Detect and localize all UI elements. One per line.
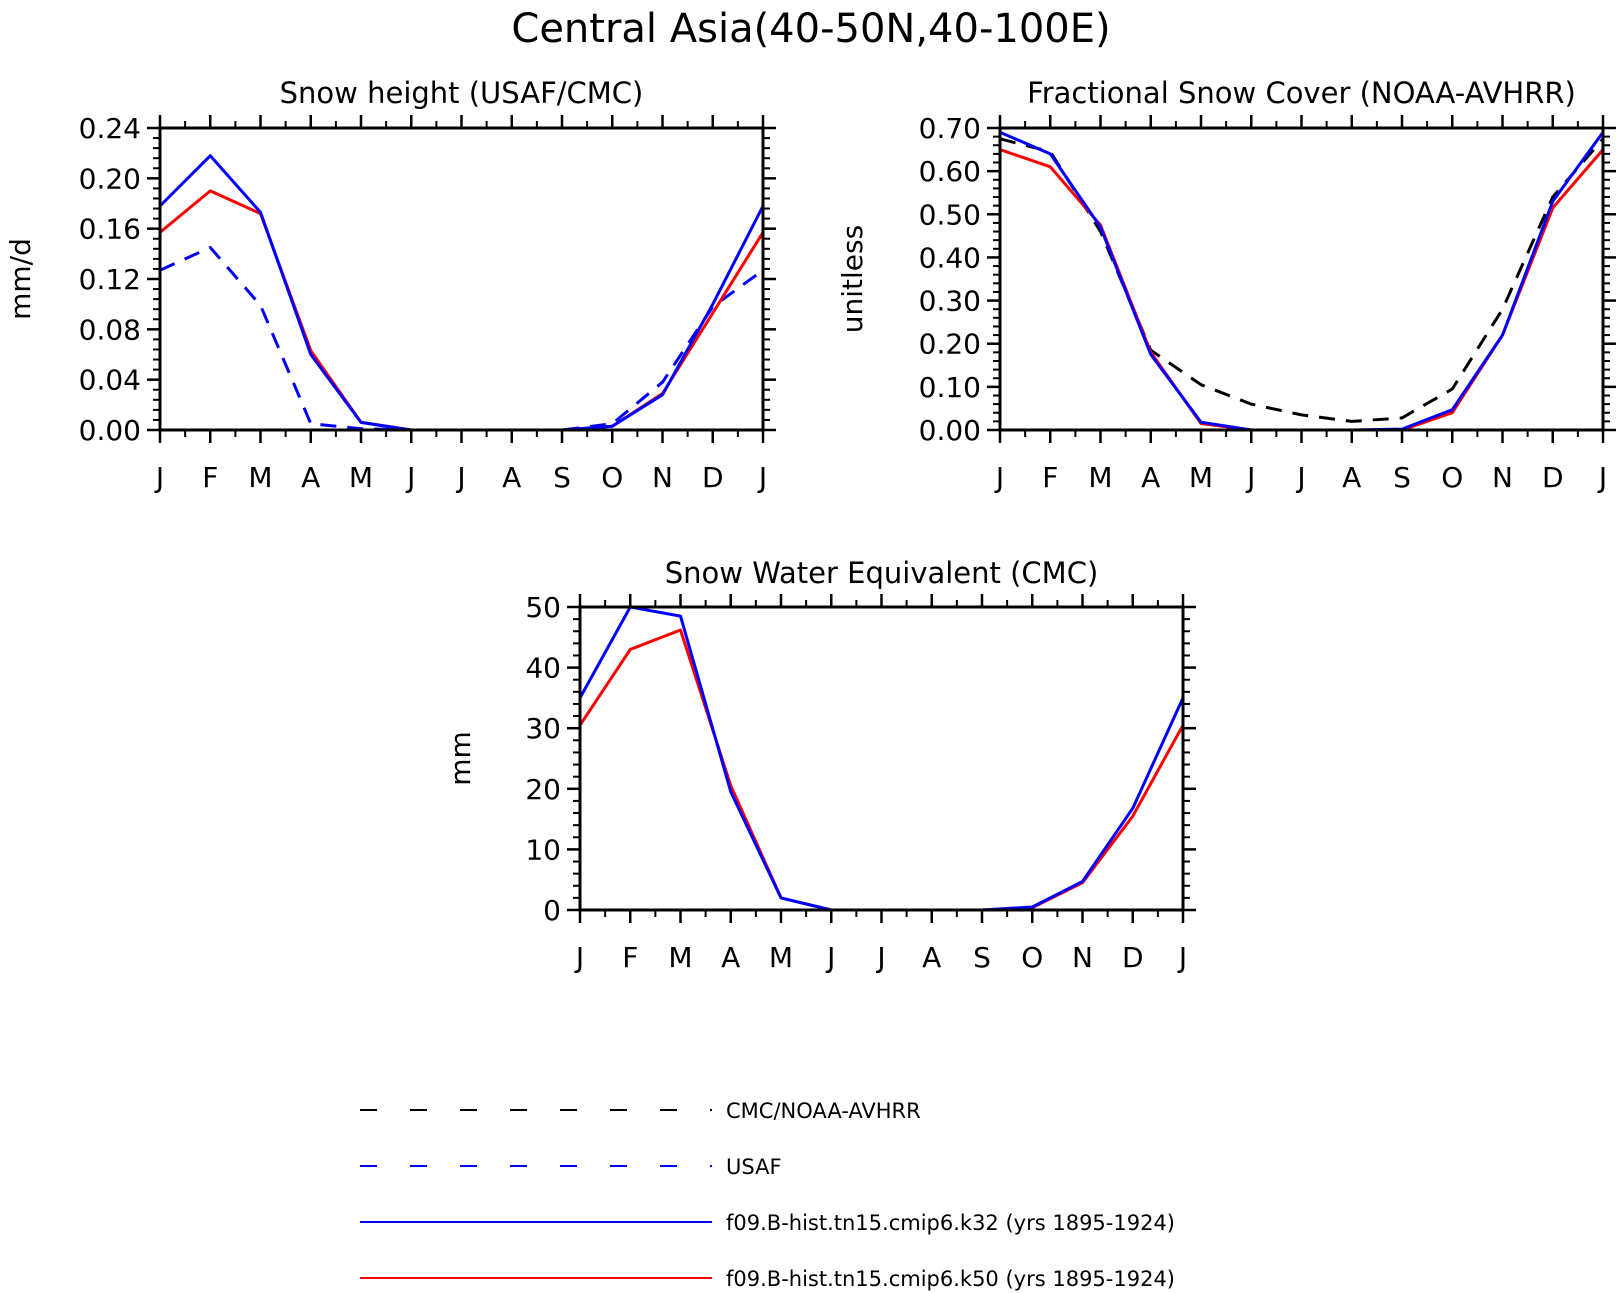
x-tick-label: N — [1072, 941, 1093, 974]
y-tick-label: 50 — [525, 591, 561, 624]
panel-title: Snow Water Equivalent (CMC) — [665, 556, 1099, 590]
x-tick-label: M — [1088, 461, 1112, 494]
y-tick-label: 0.16 — [79, 213, 141, 246]
y-tick-label: 30 — [525, 712, 561, 745]
x-tick-label: D — [702, 461, 724, 494]
x-tick-label: J — [574, 941, 584, 974]
x-tick-label: J — [1177, 941, 1187, 974]
plot-frame — [158, 126, 765, 432]
x-tick-label: S — [1393, 461, 1411, 494]
x-tick-label: M — [1189, 461, 1213, 494]
x-tick-label: J — [994, 461, 1004, 494]
x-tick-label: J — [1597, 461, 1607, 494]
series-line-k32 — [578, 605, 1185, 912]
x-tick-label: J — [825, 941, 835, 974]
x-tick-label: J — [1245, 461, 1255, 494]
y-tick-label: 0.24 — [79, 112, 141, 145]
panel-title: Snow height (USAF/CMC) — [280, 76, 644, 110]
legend: CMC/NOAA-AVHRR USAF f09.B-hist.tn15.cmip6.… — [360, 1099, 1175, 1291]
series-line-obs — [999, 137, 1605, 423]
figure-title: Central Asia(40-50N,40-100E) — [511, 6, 1110, 52]
x-tick-label: N — [1492, 461, 1513, 494]
legend-item-usaf: USAF — [360, 1155, 782, 1179]
x-tick-label: A — [301, 461, 320, 494]
y-tick-label: 0.20 — [919, 328, 981, 361]
x-tick-label: J — [405, 461, 415, 494]
x-tick-label: O — [601, 461, 623, 494]
x-tick-label: M — [668, 941, 692, 974]
x-tick-label: A — [502, 461, 521, 494]
x-tick-label: F — [622, 941, 638, 974]
series-line-k50 — [159, 189, 765, 432]
y-tick-label: 0.60 — [919, 155, 981, 188]
y-tick-label: 20 — [525, 773, 561, 806]
x-tick-label: A — [1342, 461, 1361, 494]
y-tick-label: 40 — [525, 652, 561, 685]
series-line-k32 — [999, 130, 1605, 432]
x-tick-label: M — [248, 461, 272, 494]
x-tick-label: A — [1141, 461, 1160, 494]
y-axis-label: mm — [444, 731, 477, 786]
x-tick-label: O — [1021, 941, 1043, 974]
panel-title: Fractional Snow Cover (NOAA-AVHRR) — [1027, 76, 1576, 110]
legend-label: f09.B-hist.tn15.cmip6.k32 (yrs 1895-1924… — [726, 1211, 1175, 1235]
y-tick-label: 0.04 — [79, 364, 141, 397]
x-tick-label: D — [1122, 941, 1144, 974]
legend-item-k50: f09.B-hist.tn15.cmip6.k50 (yrs 1895-1924… — [360, 1267, 1175, 1291]
y-tick-label: 10 — [525, 833, 561, 866]
legend-item-k32: f09.B-hist.tn15.cmip6.k32 (yrs 1895-1924… — [360, 1211, 1175, 1235]
y-axis-label: mm/d — [4, 238, 37, 320]
y-tick-label: 0.08 — [79, 313, 141, 346]
x-tick-label: J — [1295, 461, 1305, 494]
legend-label: f09.B-hist.tn15.cmip6.k50 (yrs 1895-1924… — [726, 1267, 1175, 1291]
x-tick-label: F — [202, 461, 218, 494]
y-tick-label: 0.12 — [79, 263, 141, 296]
plot-frame — [998, 126, 1605, 432]
panels: J F M A M J J A S O N D J0.000.040.080.120.160.200.2… — [4, 76, 1616, 974]
x-tick-label: J — [757, 461, 767, 494]
x-tick-label: J — [455, 461, 465, 494]
x-tick-label: D — [1542, 461, 1564, 494]
y-tick-label: 0.00 — [79, 414, 141, 447]
y-tick-label: 0.20 — [79, 162, 141, 195]
legend-label: CMC/NOAA-AVHRR — [726, 1099, 921, 1123]
x-tick-label: A — [721, 941, 740, 974]
y-tick-label: 0.40 — [919, 241, 981, 274]
y-tick-label: 0.30 — [919, 285, 981, 318]
x-tick-label: S — [553, 461, 571, 494]
panel-2: J F M A M J J A S O N D J0.000.100.200.300.400.500.6… — [836, 76, 1616, 494]
panel-1: J F M A M J J A S O N D J0.000.040.080.120.160.200.2… — [4, 76, 776, 494]
x-tick-label: M — [769, 941, 793, 974]
y-tick-label: 0.70 — [919, 112, 981, 145]
y-tick-label: 0 — [543, 894, 561, 927]
series-line-usaf — [159, 246, 764, 432]
x-tick-label: A — [922, 941, 941, 974]
x-tick-label: J — [154, 461, 164, 494]
legend-label: USAF — [726, 1155, 782, 1179]
x-tick-label: F — [1042, 461, 1058, 494]
x-tick-label: S — [973, 941, 991, 974]
x-tick-label: J — [875, 941, 885, 974]
x-tick-label: M — [349, 461, 373, 494]
legend-item-obs: CMC/NOAA-AVHRR — [360, 1099, 921, 1123]
y-axis-label: unitless — [836, 225, 869, 333]
x-tick-label: N — [652, 461, 673, 494]
x-tick-label: O — [1441, 461, 1463, 494]
y-tick-label: 0.50 — [919, 198, 981, 231]
y-tick-label: 0.10 — [919, 371, 981, 404]
y-tick-label: 0.00 — [919, 414, 981, 447]
